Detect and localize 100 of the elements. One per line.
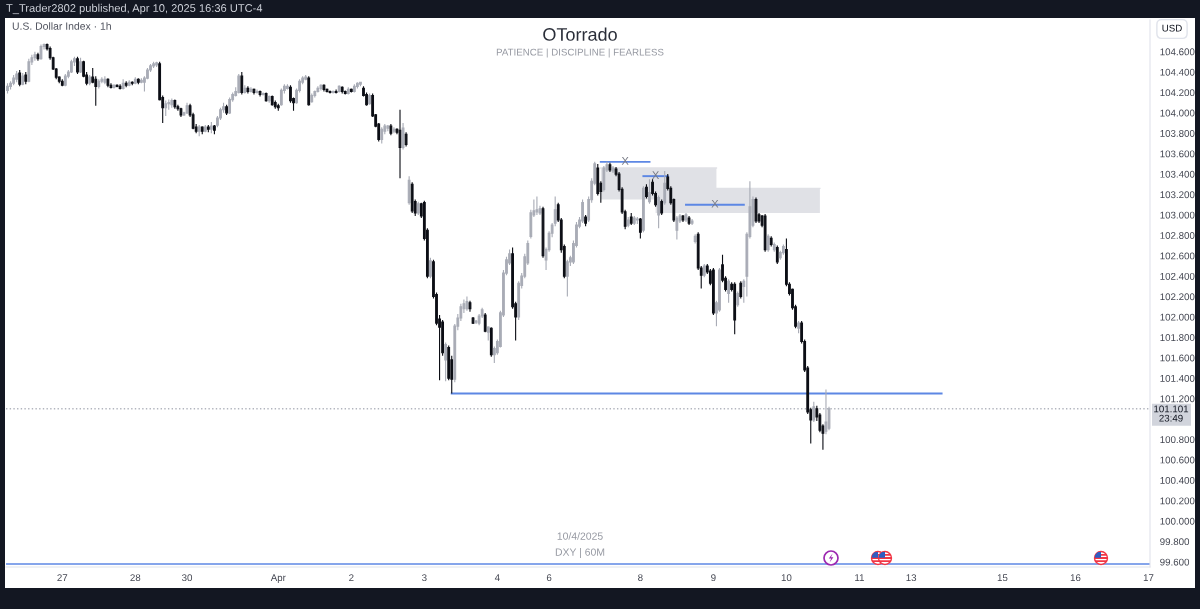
- candlestick: [155, 61, 159, 68]
- x-tick-label: 28: [130, 574, 141, 582]
- y-tick-label: 100.400: [1160, 476, 1195, 484]
- candlestick: [97, 78, 101, 89]
- candlestick: [766, 233, 770, 253]
- candlestick: [118, 83, 122, 90]
- candlestick: [152, 61, 155, 69]
- candlestick: [468, 300, 472, 313]
- candlestick: [733, 281, 737, 335]
- candlestick: [356, 81, 359, 89]
- candlestick: [483, 312, 487, 333]
- y-tick-label: 103.200: [1160, 191, 1195, 199]
- y-tick-label: 100.600: [1160, 456, 1195, 464]
- candlestick: [185, 102, 189, 115]
- candlestick: [611, 165, 615, 174]
- candlestick: [127, 79, 131, 87]
- y-tick-label: 103.800: [1160, 130, 1195, 137]
- y-tick-label: 100.800: [1160, 436, 1195, 444]
- candlestick: [368, 92, 371, 106]
- candlestick: [322, 83, 326, 92]
- candlestick: [109, 82, 113, 89]
- candlestick: [602, 165, 606, 193]
- candlestick: [684, 212, 688, 223]
- candlestick: [243, 84, 247, 95]
- candlestick: [775, 244, 779, 265]
- candlestick: [246, 85, 250, 95]
- candlestick: [240, 71, 244, 96]
- candlestick: [584, 214, 588, 227]
- candlestick: [200, 125, 204, 135]
- candlestick: [304, 74, 308, 81]
- candlestick: [380, 126, 384, 145]
- candlestick: [106, 77, 110, 88]
- annotation: 10/4/2025: [557, 532, 603, 540]
- candlestick: [429, 257, 432, 279]
- candlestick: [255, 88, 259, 95]
- annotation: PATIENCE | DISCIPLINE | FEARLESS: [496, 48, 664, 58]
- candlestick: [112, 83, 116, 89]
- y-tick-label: 104.000: [1160, 109, 1195, 117]
- candlestick: [121, 78, 125, 90]
- candlestick: [629, 212, 633, 226]
- candlestick: [164, 100, 168, 117]
- y-tick-label: 103.600: [1160, 150, 1195, 158]
- candlestick: [100, 76, 104, 84]
- candlestick: [206, 124, 210, 133]
- candlestick: [416, 201, 420, 216]
- candlestick: [103, 75, 107, 85]
- candlestick: [331, 89, 335, 95]
- candlestick: [626, 216, 630, 228]
- candlestick: [352, 83, 356, 94]
- candlestick: [401, 122, 405, 151]
- candlestick: [389, 123, 393, 136]
- candlestick: [763, 213, 767, 253]
- candlestick: [6, 82, 9, 95]
- candlestick: [711, 267, 715, 316]
- candlestick: [270, 94, 274, 107]
- candlestick: [133, 76, 137, 85]
- candlestick: [392, 126, 396, 134]
- candlestick: [337, 84, 341, 94]
- candlestick: [21, 72, 25, 86]
- x-tick-label: 17: [1143, 574, 1154, 581]
- candlestick: [179, 107, 183, 118]
- candlestick: [264, 91, 268, 103]
- candlestick: [727, 278, 731, 304]
- candlestick: [319, 83, 323, 91]
- candlestick: [36, 52, 40, 62]
- candlestick: [325, 87, 329, 94]
- candlestick: [465, 296, 469, 312]
- y-tick-label: 102.600: [1160, 252, 1195, 260]
- y-tick-label: 101.200: [1160, 395, 1195, 403]
- candlestick: [79, 57, 82, 74]
- candlestick: [267, 94, 271, 104]
- candlestick: [252, 87, 256, 96]
- candlestick: [276, 103, 280, 112]
- candlestick: [15, 70, 19, 83]
- candlestick: [693, 233, 697, 245]
- y-tick-label: 103.400: [1160, 170, 1195, 178]
- annotation: OTorrado: [543, 27, 617, 41]
- candlestick: [359, 81, 362, 87]
- candlestick: [535, 195, 539, 216]
- candlestick: [660, 199, 664, 216]
- y-tick-label: 100.200: [1160, 497, 1195, 505]
- candlestick: [797, 320, 800, 334]
- candlestick: [60, 78, 64, 87]
- x-tick-label: 16: [1070, 574, 1081, 582]
- candlestick: [343, 89, 347, 96]
- candlestick: [386, 124, 390, 132]
- candlestick: [781, 243, 785, 256]
- x-tick-label: 2: [349, 574, 354, 581]
- candlestick: [642, 185, 645, 233]
- candlestick: [33, 51, 37, 62]
- candlestick: [313, 89, 317, 99]
- y-tick-label: 104.200: [1160, 89, 1195, 97]
- candlestick: [170, 98, 174, 109]
- annotation: DXY | 60M: [555, 548, 605, 558]
- y-tick-label: 104.600: [1160, 48, 1195, 56]
- candlestick: [273, 100, 277, 110]
- candlestick: [88, 74, 92, 86]
- candlestick: [307, 75, 311, 107]
- candlestick: [739, 280, 743, 300]
- candlestick: [340, 85, 344, 95]
